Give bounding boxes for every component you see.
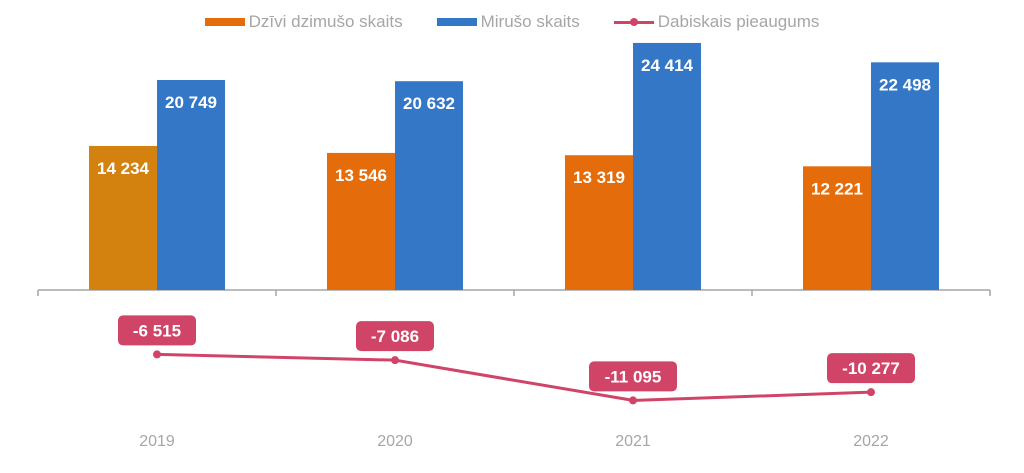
bar-births bbox=[803, 166, 871, 290]
line-data-label: -11 095 bbox=[605, 367, 662, 386]
line-point bbox=[391, 356, 399, 365]
x-tick-label: 2020 bbox=[377, 433, 413, 450]
bar-data-label: 20 749 bbox=[165, 93, 217, 112]
legend-item: Mirušo skaits bbox=[436, 12, 580, 32]
legend-label: Dabiskais pieaugums bbox=[657, 12, 820, 31]
line-data-label: -7 086 bbox=[371, 327, 419, 346]
bar-data-label: 24 414 bbox=[641, 56, 694, 75]
x-tick-label: 2019 bbox=[139, 433, 175, 450]
bar-births bbox=[327, 152, 395, 290]
legend-item: Dabiskais pieaugums bbox=[613, 12, 820, 32]
bar-data-label: 13 546 bbox=[335, 166, 387, 185]
line-data-label: -10 277 bbox=[842, 359, 900, 378]
bar-deaths bbox=[395, 81, 463, 290]
line-label-box bbox=[827, 353, 915, 384]
bar-births bbox=[89, 145, 157, 290]
x-tick-label: 2022 bbox=[853, 433, 889, 450]
bar-data-label: 14 234 bbox=[97, 159, 150, 178]
line-point bbox=[867, 388, 875, 397]
line-label-box bbox=[356, 321, 434, 352]
x-tick-label: 2021 bbox=[615, 433, 651, 450]
bar-data-label: 22 498 bbox=[879, 75, 931, 94]
bar-births bbox=[565, 155, 633, 290]
legend-item: Dzīvi dzimušo skaits bbox=[204, 12, 403, 32]
line-label-box bbox=[589, 361, 677, 392]
legend-label: Dzīvi dzimušo skaits bbox=[248, 12, 403, 31]
line-point bbox=[629, 396, 637, 405]
line-data-label: -6 515 bbox=[133, 321, 181, 340]
bar-data-label: 20 632 bbox=[403, 94, 455, 113]
legend-swatch bbox=[613, 17, 654, 26]
bar-data-label: 13 319 bbox=[573, 168, 625, 187]
bar-deaths bbox=[633, 42, 701, 290]
legend-swatch bbox=[204, 18, 245, 26]
bar-deaths bbox=[157, 80, 225, 291]
line-point bbox=[153, 350, 161, 359]
legend: Dzīvi dzimušo skaits Mirušo skaits Dabiska… bbox=[0, 12, 1024, 32]
legend-swatch bbox=[436, 18, 477, 26]
bar-deaths bbox=[871, 62, 939, 291]
legend-label: Mirušo skaits bbox=[480, 12, 580, 31]
line-label-box bbox=[118, 315, 196, 346]
bar-data-label: 12 221 bbox=[811, 179, 863, 198]
line-natural-growth bbox=[156, 352, 872, 402]
